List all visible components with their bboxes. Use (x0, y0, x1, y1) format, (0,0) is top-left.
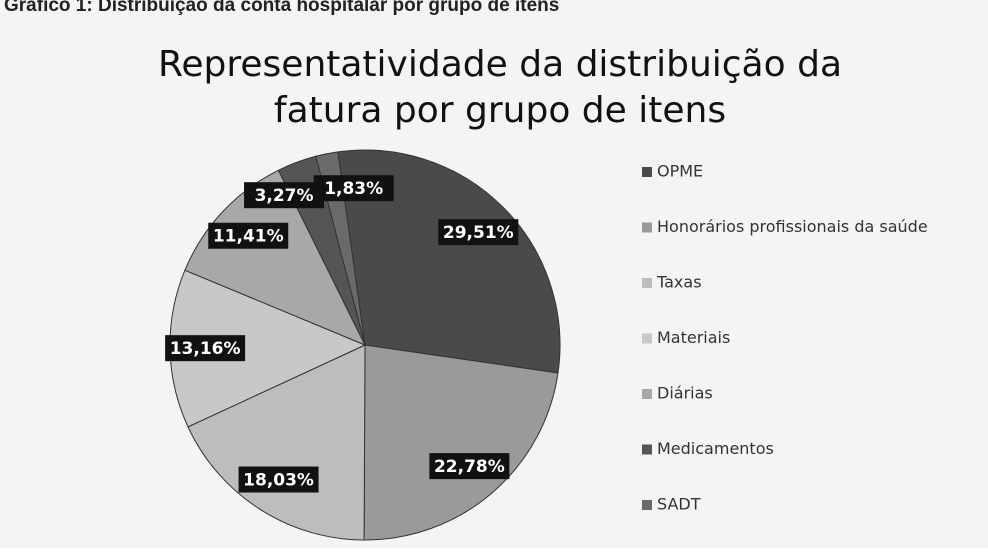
value-label: 13,16% (170, 339, 241, 359)
caption: Gráfico 1: Distribuição da conta hospita… (4, 0, 559, 16)
value-label-box (165, 335, 246, 362)
legend-label: Honorários profissionais da saúde (657, 217, 928, 236)
value-label: 22,78% (434, 457, 505, 477)
value-label-box (313, 175, 394, 202)
value-label-box (238, 466, 319, 493)
legend-swatch (642, 167, 652, 177)
legend-swatch (642, 278, 652, 288)
chart-title: Representatividade da distribuição da (158, 44, 842, 85)
legend-label: Medicamentos (657, 439, 774, 458)
value-label-box (244, 182, 325, 209)
pie-slice (363, 344, 559, 541)
legend-swatch (642, 389, 652, 399)
pie-slice (337, 149, 561, 374)
legend-swatch (642, 333, 652, 344)
value-label: 11,41% (213, 227, 284, 247)
legend-label: OPME (657, 162, 703, 181)
value-label-box (208, 222, 289, 249)
legend-label: Materiais (657, 328, 730, 347)
legend-swatch (642, 222, 652, 233)
legend-label: Diárias (657, 384, 713, 403)
pie-slice (184, 169, 367, 346)
legend-label: Taxas (656, 273, 702, 292)
legend-swatch (642, 444, 652, 455)
value-label-box (438, 219, 519, 246)
value-label: 29,51% (443, 223, 514, 243)
value-label: 1,83% (324, 179, 383, 199)
legend-label: SADT (657, 495, 701, 514)
chart-title: fatura por grupo de itens (274, 90, 726, 131)
value-label-box (429, 453, 510, 480)
value-label: 18,03% (243, 471, 314, 491)
value-label: 3,27% (255, 186, 314, 206)
legend-swatch (642, 500, 652, 510)
pie-slice (187, 344, 366, 541)
